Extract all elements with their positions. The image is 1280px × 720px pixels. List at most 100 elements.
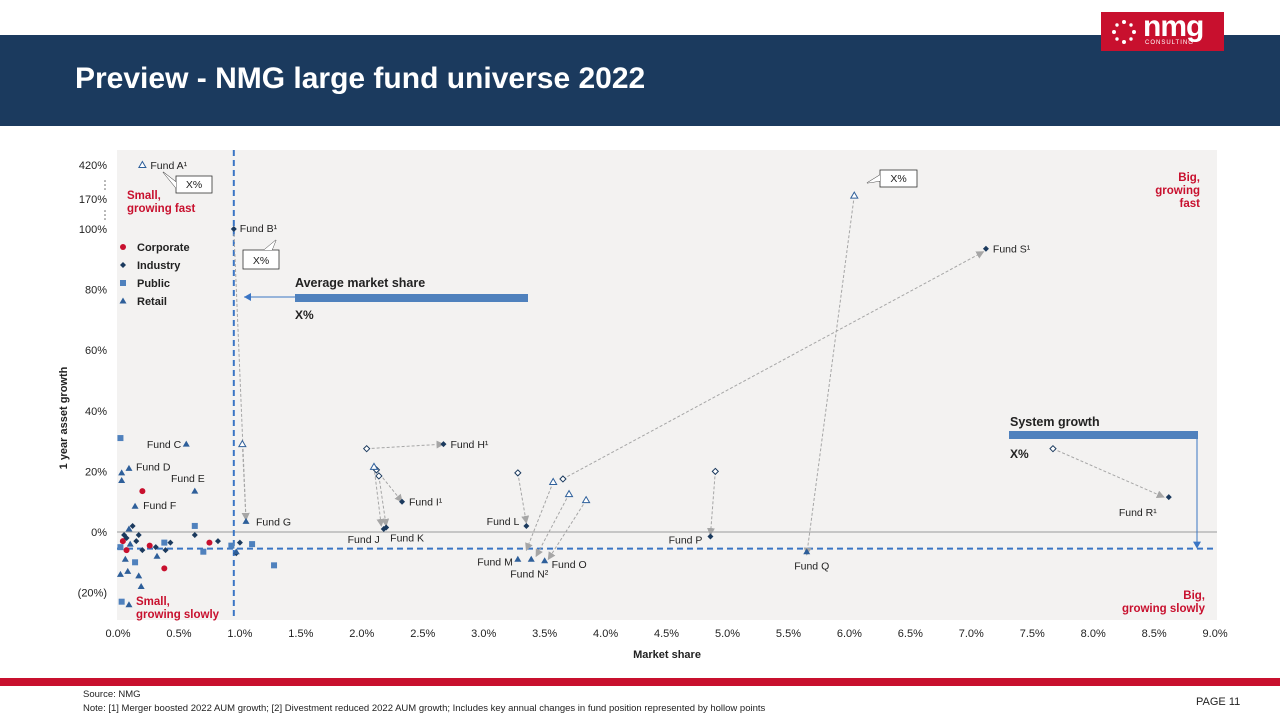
y-tick-label: 100% (79, 224, 107, 236)
fund-label: Fund M (477, 556, 513, 568)
x-axis-title: Market share (633, 649, 701, 661)
system-growth-bar (1009, 431, 1198, 439)
change-arrow (241, 444, 250, 521)
legend-label: Industry (137, 260, 181, 272)
quadrant-label-bottom-right: growing slowly (1122, 603, 1206, 615)
y-tick-label: 0% (91, 527, 107, 539)
y-tick-label: 420% (79, 160, 107, 172)
hollow-point (369, 462, 379, 470)
quadrant-label-top-left: growing fast (127, 203, 196, 215)
y-tick-label: 40% (85, 406, 107, 418)
fund-label: Fund P (669, 535, 703, 547)
data-point (139, 488, 146, 495)
footer-rule (0, 678, 1280, 686)
change-arrow (803, 195, 855, 556)
x-tick-label: 1.0% (227, 628, 252, 640)
data-point (236, 539, 243, 546)
quadrant-label-bottom-right: Big, (1183, 590, 1205, 602)
data-point (123, 535, 130, 542)
quadrant-label-bottom-left: Small, (136, 596, 170, 608)
legend-marker (120, 262, 126, 268)
axis-break-dot (104, 184, 106, 186)
data-point (132, 559, 139, 566)
x-tick-label: 5.0% (715, 628, 740, 640)
hollow-point (362, 444, 371, 453)
fund-point (242, 517, 250, 524)
change-arrow (366, 440, 445, 450)
hollow-point (375, 472, 383, 480)
axis-break-dot (104, 210, 106, 212)
data-point (133, 538, 140, 545)
logo-subtext: CONSULTING (1145, 40, 1194, 46)
fund-point (1165, 494, 1172, 501)
callout-fund-b-tail-fill (264, 240, 276, 250)
legend-marker (119, 297, 127, 304)
data-point (152, 544, 159, 551)
fund-label: Fund H¹ (450, 439, 488, 451)
fund-label: Fund N² (510, 568, 548, 580)
data-point (146, 542, 153, 549)
hollow-point (1049, 444, 1057, 453)
data-point (153, 552, 161, 559)
change-arrow (547, 499, 587, 561)
page-number: PAGE 11 (1196, 696, 1240, 708)
y-axis-title: 1 year asset growth (58, 366, 70, 469)
y-tick-label: 170% (79, 194, 107, 206)
fund-label: Fund O (552, 559, 587, 571)
fund-label: Fund F (143, 500, 176, 512)
data-point (118, 469, 126, 476)
data-point (206, 539, 213, 546)
fund-label: Fund J (348, 534, 380, 546)
avg-share-bar (295, 294, 528, 302)
system-growth-pointer-head (1193, 541, 1201, 549)
x-tick-label: 4.5% (654, 628, 679, 640)
data-point (118, 598, 125, 605)
legend-marker (120, 244, 126, 250)
x-tick-label: 8.5% (1142, 628, 1167, 640)
data-point (129, 522, 136, 529)
fund-label: Fund C (147, 439, 182, 451)
fund-label: Fund D (136, 461, 171, 473)
fund-point (230, 226, 237, 232)
logo-wordmark: nmg (1143, 10, 1204, 43)
y-tick-label: 60% (85, 345, 107, 357)
hollow-point (237, 439, 247, 448)
fund-point (803, 548, 811, 555)
data-point (161, 539, 168, 546)
fund-point (383, 524, 390, 531)
x-tick-label: 3.0% (471, 628, 496, 640)
data-point (123, 547, 130, 554)
fund-point (982, 245, 989, 252)
data-point (161, 565, 168, 572)
data-point (162, 547, 169, 554)
x-tick-label: 2.5% (410, 628, 435, 640)
data-point (117, 435, 124, 442)
x-tick-label: 9.0% (1203, 628, 1228, 640)
callout-fund-a-text: X% (186, 179, 202, 191)
fund-point (523, 522, 530, 529)
x-tick-label: 4.0% (593, 628, 618, 640)
callout-fund-a-tail-fill (163, 172, 176, 188)
x-tick-label: 8.0% (1081, 628, 1106, 640)
hollow-point (548, 477, 558, 486)
logo-burst-icon (1112, 20, 1136, 44)
change-arrow (378, 475, 390, 527)
fund-point (399, 498, 406, 505)
title-banner (0, 35, 1280, 126)
change-arrow (1052, 448, 1165, 499)
x-tick-label: 3.5% (532, 628, 557, 640)
data-point (139, 547, 146, 554)
axis-break-dot (104, 218, 106, 220)
hollow-point (559, 475, 567, 483)
axis-break-dot (104, 188, 106, 190)
x-tick-label: 6.5% (898, 628, 923, 640)
scatter-chart: (20%) 0% 20% 40% 60% 80% 100% 170% 420% 0.0% 0.5% 1… (58, 150, 1228, 661)
data-point (232, 548, 240, 555)
legend-marker (120, 280, 126, 286)
data-point (125, 601, 133, 608)
avg-share-pointer-head (244, 293, 251, 301)
change-arrow (525, 481, 554, 552)
data-point (125, 525, 133, 532)
fund-label: Fund Q (794, 561, 829, 573)
x-tick-label: 0.0% (105, 628, 130, 640)
